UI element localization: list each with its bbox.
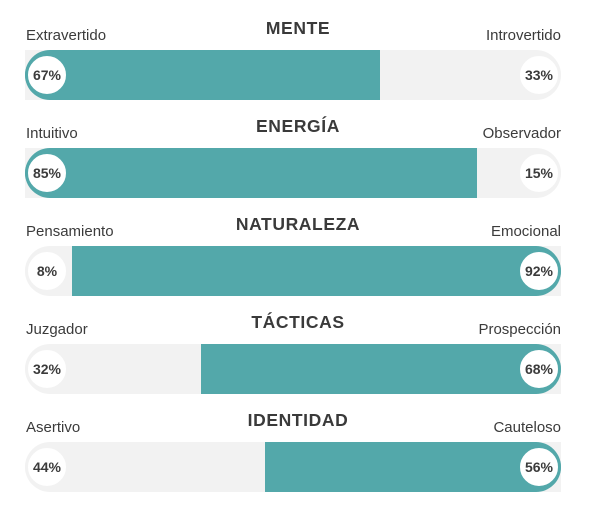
- trait-row: Asertivo IDENTIDAD Cauteloso 44% 56%: [0, 402, 596, 500]
- left-trait-label: Juzgador: [26, 321, 88, 338]
- left-percent-badge: 85%: [25, 151, 69, 195]
- right-trait-label: Observador: [482, 125, 561, 142]
- right-trait-label: Emocional: [490, 223, 561, 240]
- right-percent-badge: 56%: [517, 445, 561, 489]
- right-percent-badge: 15%: [517, 151, 561, 195]
- trait-title: IDENTIDAD: [247, 410, 349, 430]
- right-percent-badge: 33%: [517, 53, 561, 97]
- trait-title: NATURALEZA: [235, 214, 361, 234]
- bar-fill: [72, 246, 561, 296]
- bar-fill: [265, 442, 561, 492]
- bar-fill: [25, 50, 380, 100]
- left-trait-label: Pensamiento: [26, 223, 114, 240]
- trait-row: Juzgador TÁCTICAS Prospección 32% 68%: [0, 304, 596, 402]
- trait-bar: 67% 33%: [25, 50, 561, 100]
- bar-track: [25, 50, 561, 100]
- bar-fill: [25, 148, 477, 198]
- trait-title: MENTE: [265, 18, 331, 38]
- left-percent-badge: 67%: [25, 53, 69, 97]
- trait-title: TÁCTICAS: [251, 312, 345, 332]
- right-percent-badge: 68%: [517, 347, 561, 391]
- bar-track: [25, 344, 561, 394]
- trait-title: ENERGÍA: [256, 116, 340, 136]
- trait-bar: 44% 56%: [25, 442, 561, 492]
- trait-row: Pensamiento NATURALEZA Emocional 8% 92%: [0, 206, 596, 304]
- left-percent-badge: 44%: [25, 445, 69, 489]
- trait-bar: 32% 68%: [25, 344, 561, 394]
- left-trait-label: Extravertido: [26, 27, 107, 44]
- trait-row: Intuitivo ENERGÍA Observador 85% 15%: [0, 108, 596, 206]
- bar-fill: [201, 344, 561, 394]
- bar-track: [25, 442, 561, 492]
- left-trait-label: Asertivo: [26, 419, 81, 436]
- right-trait-label: Introvertido: [485, 27, 561, 44]
- left-percent-badge: 32%: [25, 347, 69, 391]
- right-trait-label: Prospección: [478, 321, 561, 338]
- left-trait-label: Intuitivo: [26, 125, 78, 142]
- right-percent-badge: 92%: [517, 249, 561, 293]
- trait-bar: 8% 92%: [25, 246, 561, 296]
- bar-track: [25, 246, 561, 296]
- trait-row: Extravertido MENTE Introvertido 67% 33%: [0, 10, 596, 108]
- right-trait-label: Cauteloso: [493, 419, 561, 436]
- bar-track: [25, 148, 561, 198]
- left-percent-badge: 8%: [25, 249, 69, 293]
- trait-bar: 85% 15%: [25, 148, 561, 198]
